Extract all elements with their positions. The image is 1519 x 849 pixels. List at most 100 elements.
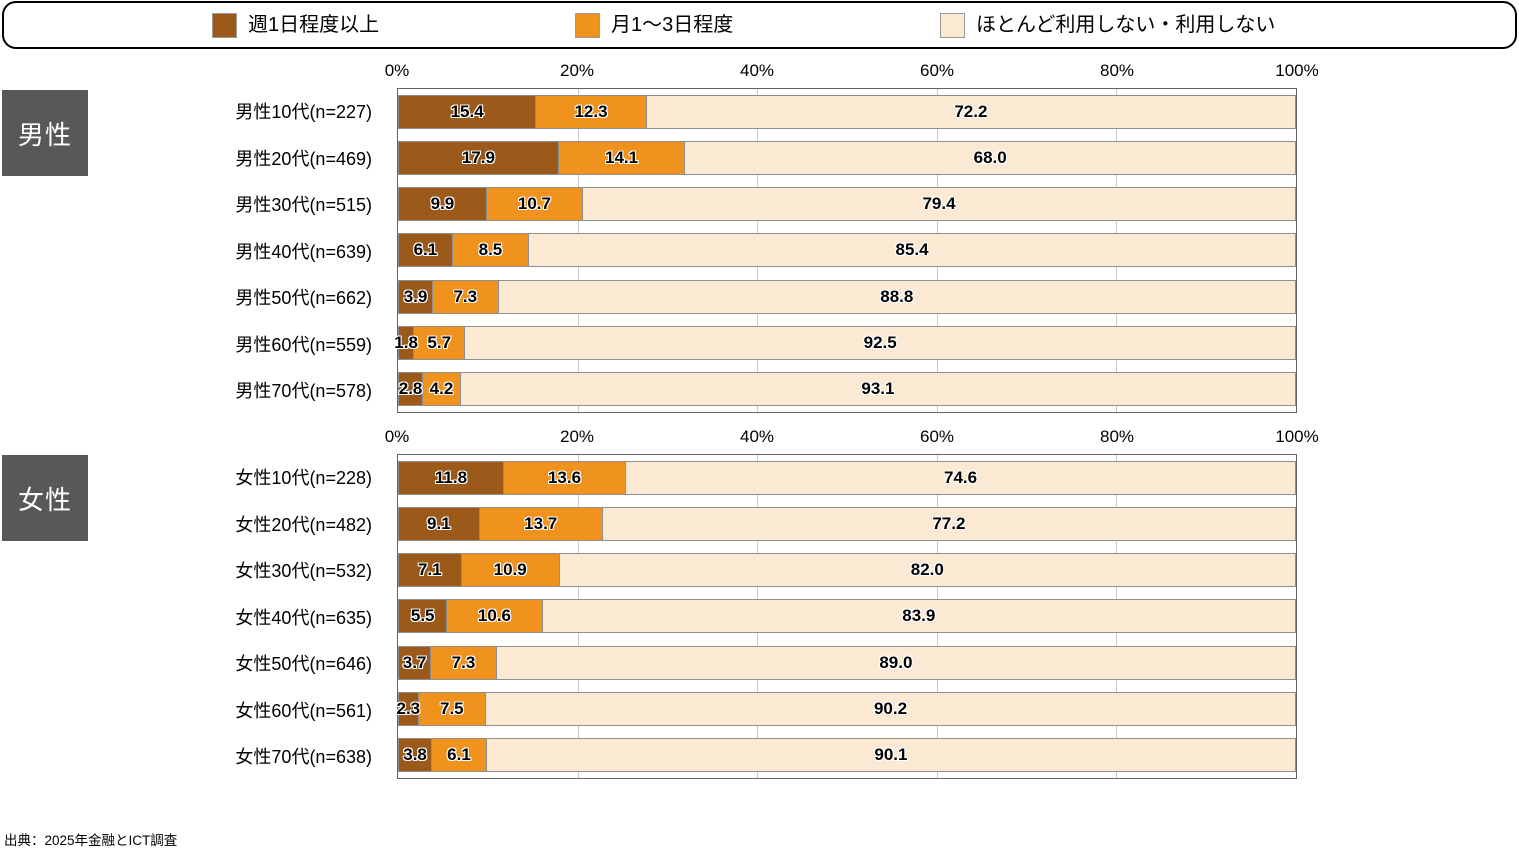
axis-tick-label: 40% bbox=[739, 427, 775, 446]
bar-row: 3.9 7.3 88.8 bbox=[398, 279, 1296, 314]
bar-segment: 90.1 bbox=[486, 737, 1296, 772]
bar-value-label: 7.3 bbox=[453, 286, 478, 306]
category-label: 男性30代(n=515) bbox=[235, 195, 372, 215]
bar-value-label: 72.2 bbox=[954, 102, 988, 121]
bar-segment: 1.8 bbox=[394, 325, 418, 360]
legend-label: 週1日程度以上 bbox=[248, 14, 380, 36]
bar-segment: 17.9 bbox=[398, 141, 559, 176]
legend-item: 月1〜3日程度 bbox=[575, 3, 733, 47]
axis-tick-label: 0% bbox=[384, 61, 410, 80]
bar-segment: 9.9 bbox=[398, 187, 487, 222]
bar-value-label: 3.7 bbox=[402, 652, 427, 672]
legend-label: ほとんど利用しない・利用しない bbox=[976, 14, 1276, 36]
bar-segment: 7.1 bbox=[398, 553, 462, 588]
bar-row: 9.9 10.7 79.4 bbox=[398, 187, 1296, 222]
bar-row: 1.8 5.7 92.5 bbox=[394, 325, 1296, 360]
bar-value-label: 7.1 bbox=[418, 560, 442, 580]
bar-segment: 5.7 bbox=[414, 325, 466, 360]
bar-rows: 11.8 13.6 74.6 9.1 13.7 77.2 7.1 10.9 82.0 5.5 10.… bbox=[396, 455, 1296, 778]
legend-item: 週1日程度以上 bbox=[212, 3, 379, 47]
axis-tick-label: 20% bbox=[559, 61, 595, 80]
bar-segment: 10.7 bbox=[486, 187, 583, 222]
category-label: 男性60代(n=559) bbox=[235, 334, 372, 355]
bar-value-label: 10.6 bbox=[477, 606, 512, 626]
bar-value-label: 2.3 bbox=[396, 698, 421, 718]
bar-segment: 13.6 bbox=[503, 461, 627, 495]
bar-row: 11.8 13.6 74.6 bbox=[398, 461, 1296, 495]
category-label: 女性20代(n=482) bbox=[235, 514, 372, 535]
bar-value-label: 10.7 bbox=[517, 194, 551, 214]
bar-value-label: 5.5 bbox=[410, 606, 435, 626]
bar-value-label: 2.8 bbox=[398, 378, 423, 398]
bar-segment: 4.2 bbox=[423, 371, 461, 406]
bar-segment: 92.5 bbox=[465, 325, 1296, 360]
bar-value-label: 13.7 bbox=[524, 514, 558, 534]
bar-row: 6.1 8.5 85.4 bbox=[398, 233, 1296, 268]
bar-segment: 6.1 bbox=[432, 737, 487, 772]
bar-value-label: 12.3 bbox=[574, 102, 608, 121]
bar-row: 9.1 13.7 77.2 bbox=[398, 507, 1296, 542]
axis-tick-label: 20% bbox=[559, 427, 595, 446]
male-category-labels: 男性10代(n=227) 男性20代(n=469) 男性30代(n=515) 男性40… bbox=[0, 88, 372, 413]
bar-segment: 68.0 bbox=[685, 141, 1296, 176]
bar-segment: 72.2 bbox=[646, 95, 1296, 129]
category-label: 男性40代(n=639) bbox=[235, 241, 372, 262]
bar-segment: 88.8 bbox=[498, 279, 1296, 314]
bar-segment: 77.2 bbox=[602, 507, 1296, 542]
bar-segment: 7.5 bbox=[418, 691, 486, 726]
bar-value-label: 11.8 bbox=[434, 468, 468, 487]
category-label: 女性40代(n=635) bbox=[235, 607, 372, 628]
bar-segment: 3.9 bbox=[398, 279, 434, 314]
bar-value-label: 6.1 bbox=[447, 744, 471, 764]
bar-value-label: 82.0 bbox=[910, 560, 944, 580]
bar-row: 5.5 10.6 83.9 bbox=[398, 599, 1296, 634]
bar-segment: 90.2 bbox=[485, 691, 1296, 726]
legend-box: 週1日程度以上 月1〜3日程度 ほとんど利用しない・利用しない bbox=[2, 1, 1517, 49]
axis-tick-label: 60% bbox=[919, 61, 955, 80]
legend-label: 月1〜3日程度 bbox=[611, 14, 734, 36]
axis-tick-label: 100% bbox=[1275, 427, 1319, 446]
bar-row: 3.7 7.3 89.0 bbox=[398, 645, 1296, 680]
bar-value-label: 3.8 bbox=[403, 744, 427, 764]
bar-segment: 5.5 bbox=[398, 599, 448, 634]
bar-value-label: 83.9 bbox=[902, 606, 936, 626]
bar-row: 17.9 14.1 68.0 bbox=[398, 141, 1296, 176]
male-plot-area: 15.4 12.3 72.2 17.9 14.1 68.0 9.9 10.7 79.4 6.1 8.… bbox=[394, 88, 1297, 413]
bar-segment: 10.9 bbox=[461, 553, 560, 588]
bar-value-label: 9.1 bbox=[427, 514, 451, 534]
bar-segment: 6.1 bbox=[398, 233, 453, 268]
axis-tick-label: 80% bbox=[1099, 61, 1135, 80]
bar-segment: 2.3 bbox=[396, 691, 421, 726]
bar-segment: 7.3 bbox=[433, 279, 499, 314]
bar-row: 3.8 6.1 90.1 bbox=[398, 737, 1296, 772]
legend-swatch bbox=[575, 12, 600, 38]
bar-value-label: 90.1 bbox=[874, 744, 908, 764]
male-x-axis: 0% 20% 40% 60% 80% 100% bbox=[385, 60, 1319, 82]
bar-segment: 9.1 bbox=[398, 507, 480, 542]
legend-swatch bbox=[212, 12, 237, 38]
bar-segment: 2.8 bbox=[398, 371, 424, 406]
legend-item: ほとんど利用しない・利用しない bbox=[940, 3, 1275, 47]
category-label: 女性30代(n=532) bbox=[235, 561, 372, 581]
bar-segment: 13.7 bbox=[479, 507, 603, 542]
bar-value-label: 7.5 bbox=[439, 698, 464, 718]
female-plot-area: 11.8 13.6 74.6 9.1 13.7 77.2 7.1 10.9 82.0 5.5 10.… bbox=[397, 454, 1297, 779]
bar-segment: 79.4 bbox=[582, 187, 1296, 222]
bar-segment: 10.6 bbox=[447, 599, 543, 634]
bar-value-label: 14.1 bbox=[604, 148, 639, 168]
axis-tick-label: 100% bbox=[1275, 61, 1319, 80]
bar-value-label: 10.9 bbox=[493, 560, 527, 580]
bar-value-label: 13.6 bbox=[547, 468, 582, 487]
bar-value-label: 74.6 bbox=[943, 468, 978, 487]
bar-value-label: 8.5 bbox=[478, 240, 503, 260]
bar-value-label: 77.2 bbox=[932, 514, 966, 534]
bar-segment: 8.5 bbox=[452, 233, 530, 268]
category-label: 女性60代(n=561) bbox=[235, 700, 372, 721]
bar-segment: 82.0 bbox=[559, 553, 1296, 588]
bar-value-label: 17.9 bbox=[461, 148, 495, 168]
bar-value-label: 88.8 bbox=[880, 286, 914, 306]
bar-value-label: 89.0 bbox=[879, 652, 913, 672]
axis-tick-label: 40% bbox=[739, 61, 775, 80]
bar-value-label: 7.3 bbox=[451, 652, 476, 672]
category-label: 男性70代(n=578) bbox=[235, 381, 372, 401]
